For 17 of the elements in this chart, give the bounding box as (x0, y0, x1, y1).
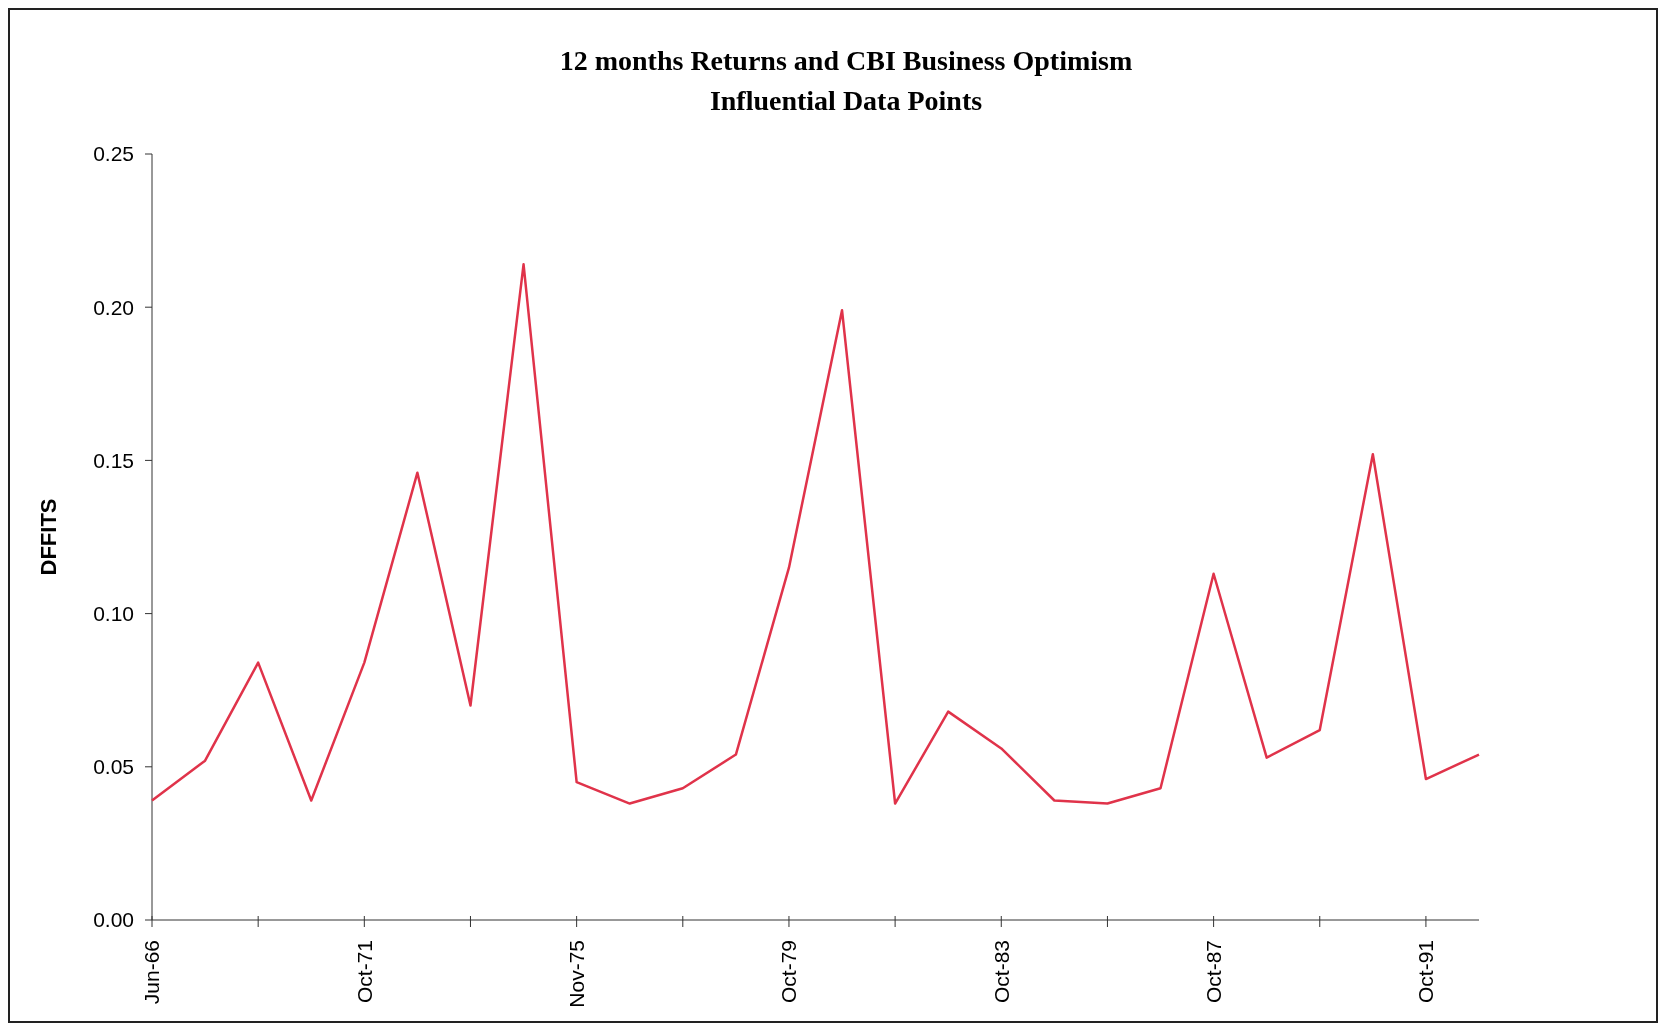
x-tick-label: Oct-91 (1414, 940, 1438, 1004)
y-tick-label: 0.00 (93, 908, 134, 932)
y-tick-label: 0.10 (93, 601, 134, 625)
chart-subtitle: Influential Data Points (709, 85, 983, 116)
x-tick-label: Nov-75 (564, 940, 588, 1008)
line-series (150, 263, 1481, 805)
y-tick-label: 0.05 (93, 755, 134, 779)
chart-title: 12 months Returns and CBI Business Optimism (559, 45, 1133, 76)
y-tick-label: 0.25 (93, 142, 134, 166)
x-tick-label: Oct-79 (777, 940, 801, 1004)
y-tick-label: 0.20 (93, 295, 134, 319)
y-axis-title: DFFITS (36, 498, 61, 576)
y-tick-label: 0.15 (93, 448, 134, 472)
x-tick-label: Oct-83 (989, 940, 1013, 1004)
x-tick-label: Oct-87 (1201, 940, 1225, 1004)
x-tick-label: Jun-66 (140, 940, 164, 1005)
x-tick-label: Oct-71 (352, 940, 376, 1004)
